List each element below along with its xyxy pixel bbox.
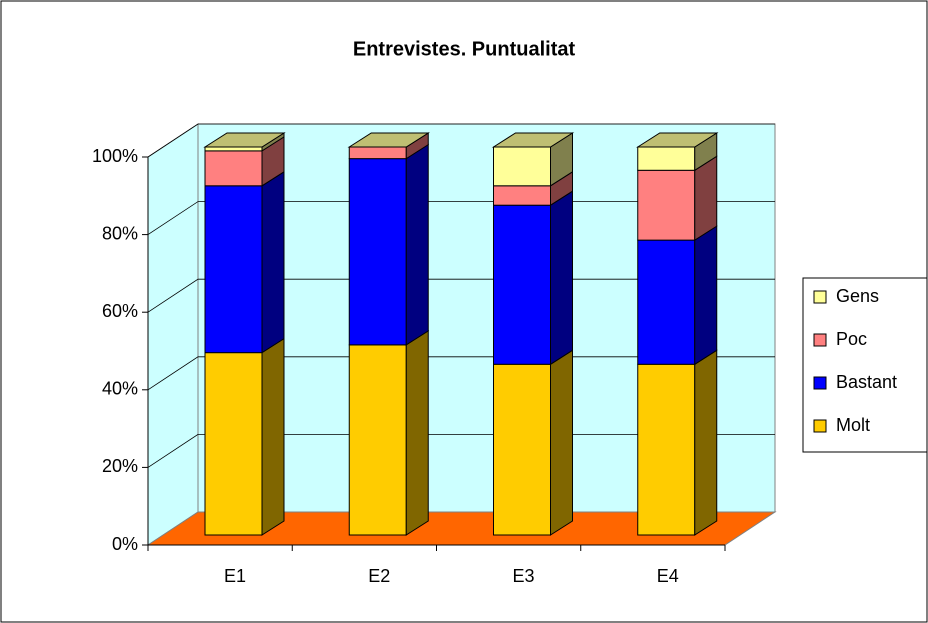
bar-segment xyxy=(494,186,551,205)
bar-segment xyxy=(205,353,262,535)
y-tick-label: 40% xyxy=(102,379,138,399)
legend-label: Molt xyxy=(836,415,870,435)
side-wall xyxy=(148,124,198,545)
bar-segment xyxy=(349,345,406,535)
chart: Entrevistes. Puntualitat 0% 20% 40% 60% 80% 1… xyxy=(0,0,928,623)
y-tick-label: 0% xyxy=(112,534,138,554)
bar-segment xyxy=(349,147,406,159)
x-tick-label: E3 xyxy=(512,566,534,586)
x-tick-label: E2 xyxy=(368,566,390,586)
legend-swatch xyxy=(814,334,826,346)
legend-swatch xyxy=(814,377,826,389)
bar-side xyxy=(262,339,284,535)
x-tick-label: E1 xyxy=(224,566,246,586)
bar-segment xyxy=(638,170,695,240)
bar-segment xyxy=(494,147,551,186)
bar-side xyxy=(551,191,573,364)
legend-label: Bastant xyxy=(836,372,897,392)
legend-label: Poc xyxy=(836,329,867,349)
y-tick-label: 20% xyxy=(102,456,138,476)
bar-segment xyxy=(638,240,695,364)
bar-segment xyxy=(494,205,551,364)
bar-segment xyxy=(205,151,262,186)
bar-segment xyxy=(349,159,406,345)
bar-segment xyxy=(638,147,695,170)
bar-side xyxy=(695,226,717,364)
bar-side xyxy=(262,172,284,353)
bar-side xyxy=(406,145,428,345)
legend-swatch xyxy=(814,420,826,432)
legend-swatch xyxy=(814,291,826,303)
bar-side xyxy=(695,156,717,240)
bar-side xyxy=(695,350,717,535)
bar-segment xyxy=(638,364,695,535)
bar-side xyxy=(406,331,428,535)
y-tick-label: 100% xyxy=(92,146,138,166)
y-tick-label: 60% xyxy=(102,301,138,321)
bar-segment xyxy=(205,186,262,353)
legend-label: Gens xyxy=(836,286,879,306)
x-tick-label: E4 xyxy=(657,566,679,586)
bar-segment xyxy=(205,147,262,151)
y-tick-label: 80% xyxy=(102,223,138,243)
bar-segment xyxy=(494,364,551,535)
chart-title: Entrevistes. Puntualitat xyxy=(353,38,576,60)
bar-side xyxy=(551,350,573,535)
